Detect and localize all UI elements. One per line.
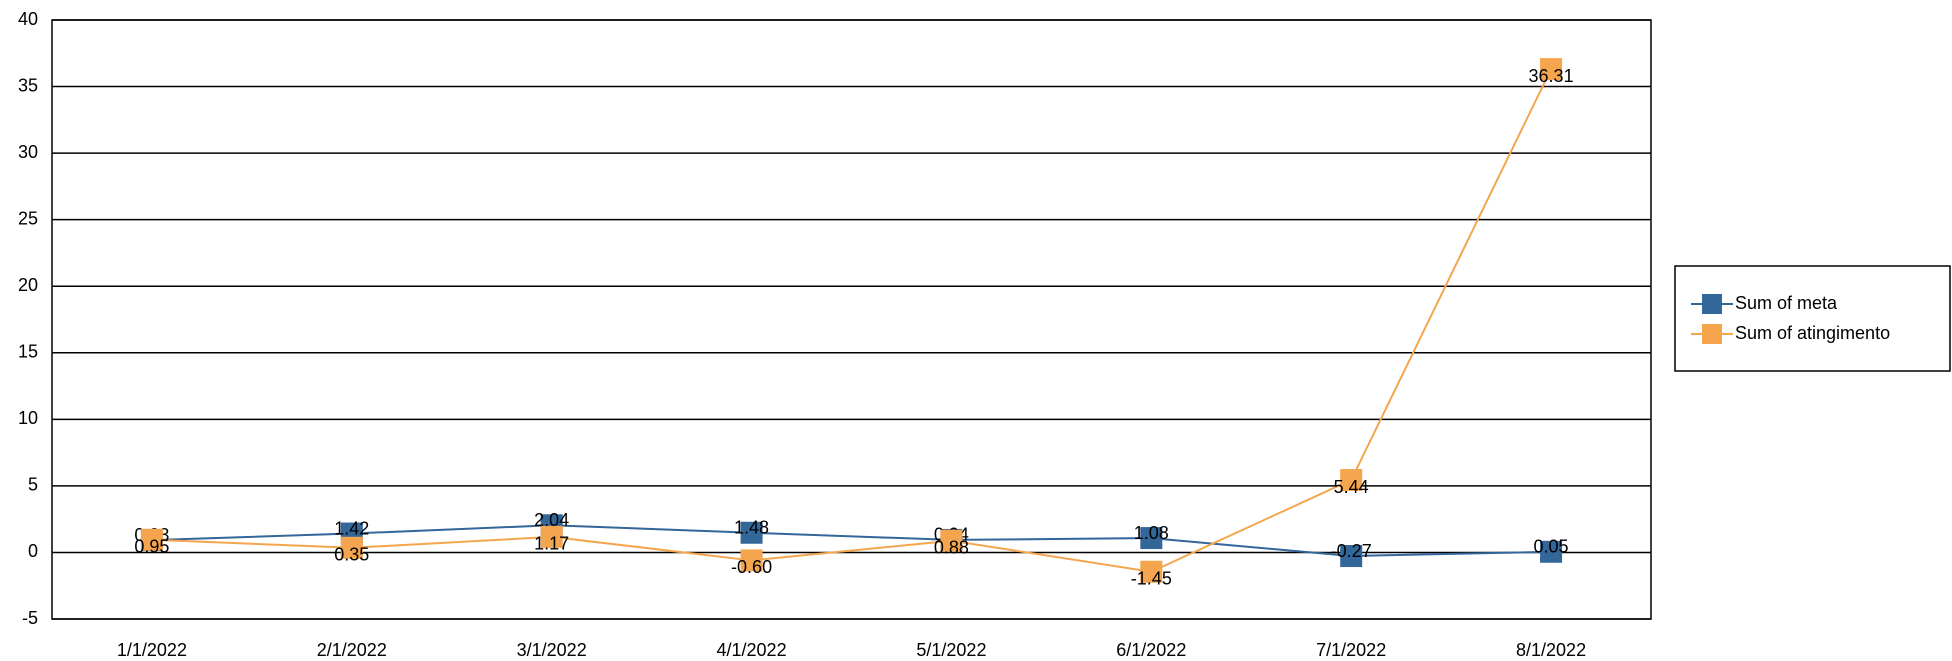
y-tick-label: 0 (28, 541, 38, 561)
data-label: 36.31 (1529, 66, 1574, 86)
legend-marker (1702, 324, 1722, 344)
data-label: 0.88 (934, 537, 969, 557)
legend-marker (1702, 294, 1722, 314)
plot-area (51, 19, 1652, 620)
y-tick-label: 35 (18, 75, 38, 95)
y-tick-label: -5 (22, 608, 38, 628)
x-tick-label: 6/1/2022 (1116, 640, 1186, 660)
y-tick-label: 20 (18, 275, 38, 295)
marker (340, 536, 363, 559)
x-tick-label: 8/1/2022 (1516, 640, 1586, 660)
data-label: -0.60 (731, 557, 772, 577)
y-tick-label: 5 (28, 475, 38, 495)
marker (1540, 58, 1563, 81)
data-label: 5.44 (1334, 477, 1369, 497)
marker (940, 529, 963, 552)
data-label: 2.04 (534, 510, 569, 530)
x-tick-label: 4/1/2022 (717, 640, 787, 660)
y-tick-label: 25 (18, 208, 38, 228)
marker (140, 528, 163, 551)
legend-label: Sum of atingimento (1735, 323, 1890, 343)
y-tick-label: 15 (18, 342, 38, 362)
y-tick-label: 10 (18, 408, 38, 428)
series-line (151, 524, 1552, 558)
x-tick-label: 7/1/2022 (1316, 640, 1386, 660)
x-tick-label: 2/1/2022 (317, 640, 387, 660)
x-tick-label: 1/1/2022 (117, 640, 187, 660)
data-label: 1.17 (534, 534, 569, 554)
marker (1140, 527, 1163, 550)
y-tick-label: 40 (18, 9, 38, 29)
data-label: 1.42 (334, 518, 369, 538)
marker (1340, 545, 1363, 568)
series-line (151, 68, 1552, 573)
marker (540, 525, 563, 548)
data-label: 0.35 (334, 545, 369, 565)
x-tick-label: 5/1/2022 (916, 640, 986, 660)
marker (740, 549, 763, 572)
data-label: 0.95 (134, 537, 169, 557)
data-label: 1.48 (734, 517, 769, 537)
data-label: -0.27 (1331, 541, 1372, 561)
legend-label: Sum of meta (1735, 293, 1838, 313)
marker (1140, 560, 1163, 583)
y-tick-label: 30 (18, 142, 38, 162)
marker (1540, 540, 1563, 563)
legend-box (1674, 265, 1951, 372)
data-label: 1.08 (1134, 523, 1169, 543)
data-label: -1.45 (1131, 568, 1172, 588)
x-tick-label: 3/1/2022 (517, 640, 587, 660)
data-label: 0.05 (1534, 537, 1569, 557)
marker (1340, 469, 1363, 492)
marker (740, 521, 763, 544)
